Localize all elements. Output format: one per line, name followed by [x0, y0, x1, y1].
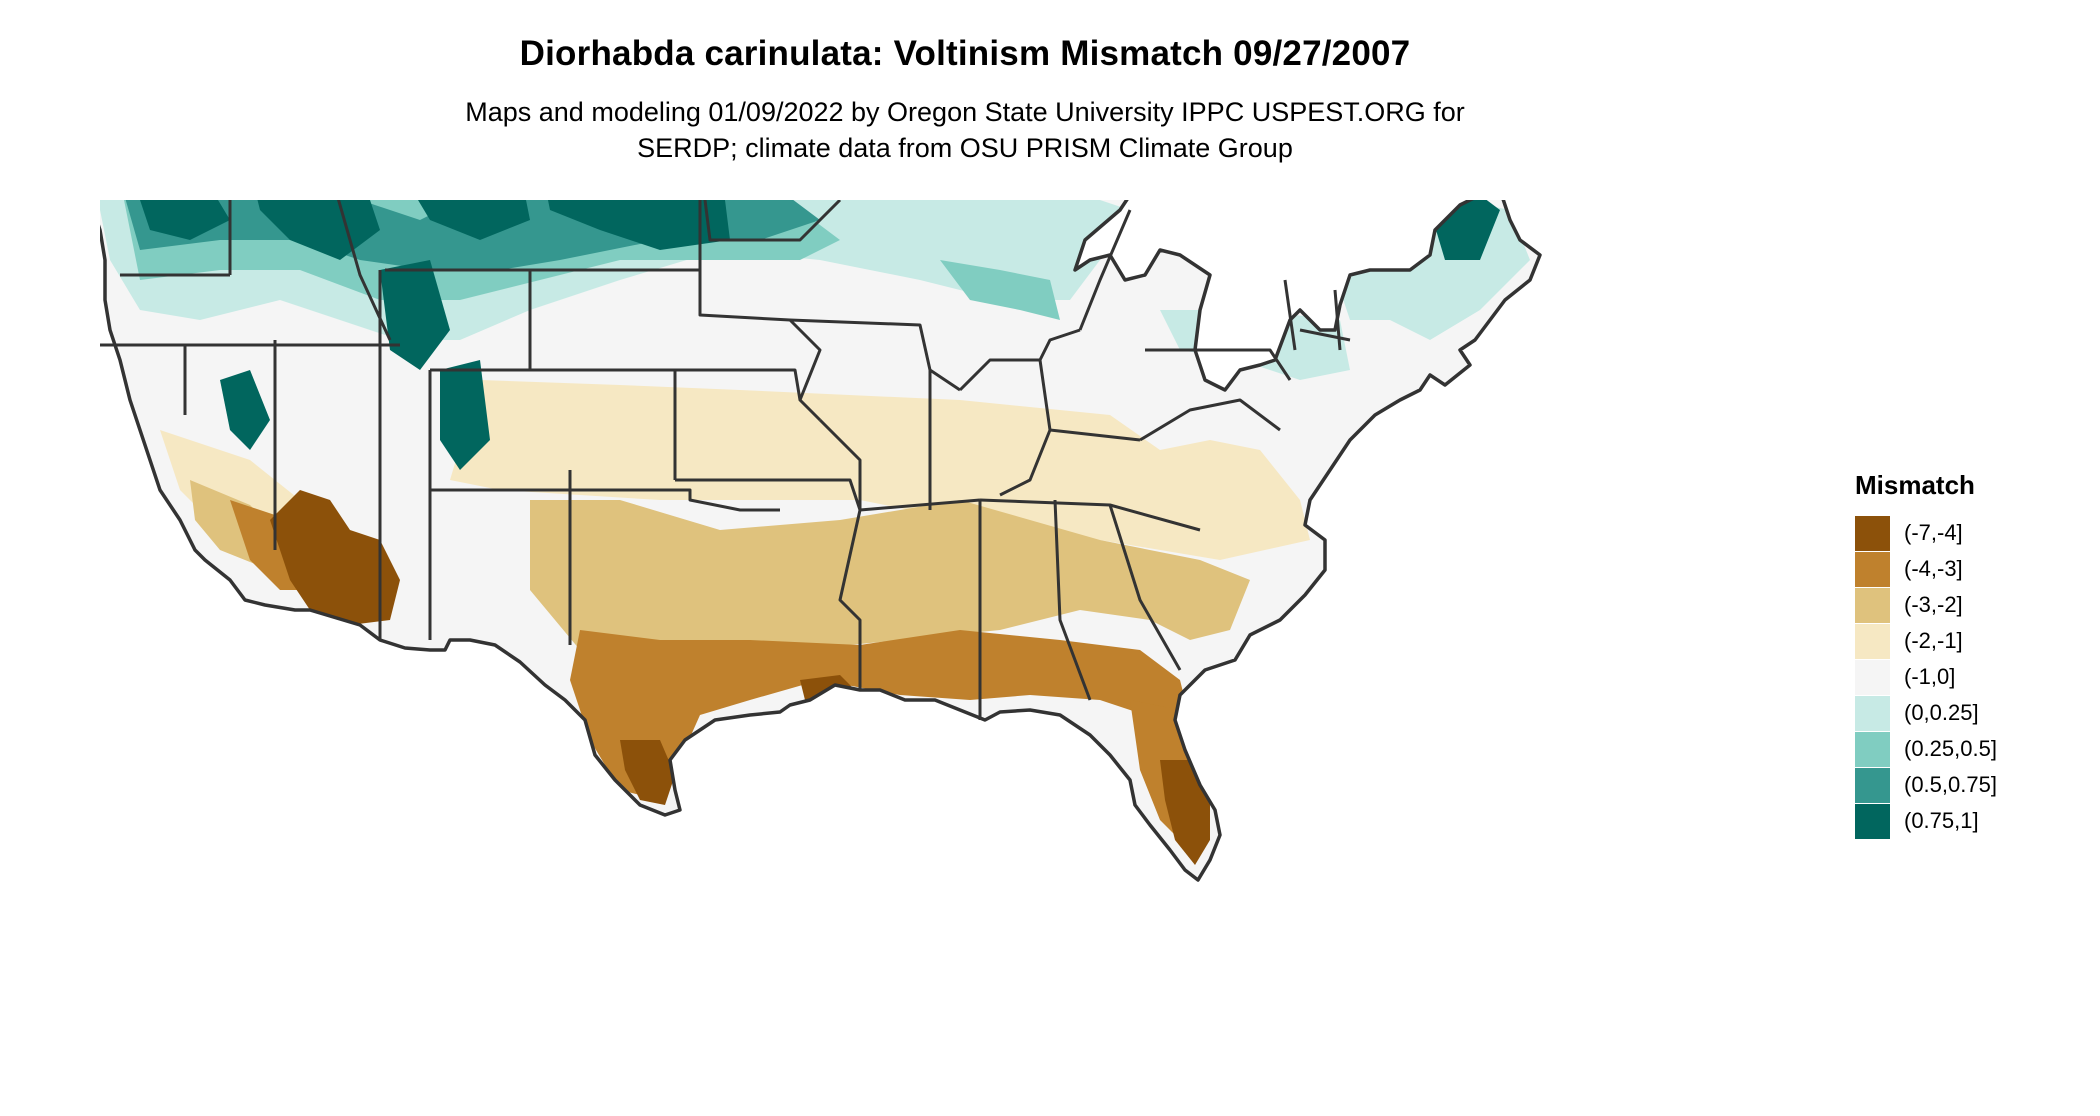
state-boundary-line	[1053, 499, 1092, 701]
legend-swatch	[1855, 587, 1890, 623]
state-boundary-line	[337, 200, 392, 341]
legend-item: (0.5,0.75]	[1855, 767, 2075, 803]
state-boundary-line	[1078, 209, 1132, 331]
state-boundary-line	[703, 200, 842, 242]
mismatch-region	[400, 200, 530, 240]
subtitle-line-1: Maps and modeling 01/09/2022 by Oregon S…	[465, 97, 1465, 127]
mismatch-region	[270, 490, 400, 625]
state-boundary-line	[1139, 398, 1281, 442]
legend-items: (-7,-4] (-4,-3] (-3,-2] (-2,-1] (-1,0] (0,0.2…	[1855, 515, 2075, 839]
legend-swatch	[1855, 731, 1890, 767]
state-boundary-line	[859, 498, 981, 512]
mismatch-region	[380, 260, 450, 370]
state-boundary-line	[1145, 348, 1292, 381]
state-boundary-line	[100, 200, 1542, 882]
legend-label: (0.75,1]	[1904, 808, 1979, 833]
legend-item: (-2,-1]	[1855, 623, 2075, 659]
state-boundary-line	[570, 488, 780, 512]
legend-item: (-3,-2]	[1855, 587, 2075, 623]
state-boundary-line	[789, 318, 961, 392]
legend-label: (-2,-1]	[1904, 628, 1963, 653]
mismatch-region	[1160, 760, 1210, 865]
legend-item: (-4,-3]	[1855, 551, 2075, 587]
legend-item: (0.25,0.5]	[1855, 731, 2075, 767]
legend-swatch	[1855, 695, 1890, 731]
mismatch-region	[570, 630, 1190, 800]
mismatch-region	[250, 200, 380, 260]
state-boundary-line	[999, 359, 1052, 497]
state-boundary-line	[675, 368, 822, 422]
mismatch-region	[620, 740, 675, 805]
legend-swatch	[1855, 659, 1890, 695]
state-boundary-line	[385, 268, 532, 372]
map-subtitle: Maps and modeling 01/09/2022 by Oregon S…	[0, 94, 1930, 166]
legend-label: (-7,-4]	[1904, 520, 1963, 545]
state-boundary-line	[818, 418, 862, 690]
legend: Mismatch (-7,-4] (-4,-3] (-3,-2] (-2,-1] (-1…	[1855, 470, 2075, 839]
legend-swatch	[1855, 551, 1890, 587]
legend-label: (0,0.25]	[1904, 700, 1979, 725]
legend-label: (-1,0]	[1904, 664, 1956, 689]
mismatch-fill-layer	[100, 200, 1540, 880]
subtitle-line-2: SERDP; climate data from OSU PRISM Clima…	[637, 133, 1293, 163]
mismatch-region	[130, 200, 230, 240]
state-boundary-line	[1333, 289, 1342, 351]
legend-swatch	[1855, 515, 1890, 551]
mismatch-region	[450, 380, 1310, 560]
legend-swatch	[1855, 767, 1890, 803]
map-title: Diorhabda carinulata: Voltinism Mismatch…	[519, 34, 1411, 73]
mismatch-region	[1260, 270, 1300, 315]
state-boundary-line	[428, 370, 572, 492]
state-boundary-line	[1108, 504, 1182, 671]
mismatch-region	[1330, 200, 1530, 340]
legend-title: Mismatch	[1855, 470, 1975, 500]
legend-label: (-4,-3]	[1904, 556, 1963, 581]
state-boundary-line	[1299, 328, 1351, 342]
legend-label: (0.25,0.5]	[1904, 736, 1997, 761]
legend-item: (-7,-4]	[1855, 515, 2075, 551]
mismatch-region	[440, 360, 490, 470]
us-mismatch-map	[100, 200, 1542, 882]
mismatch-region	[220, 370, 270, 450]
legend-item: (0.75,1]	[1855, 803, 2075, 839]
legend-item: (-1,0]	[1855, 659, 2075, 695]
legend-label: (0.5,0.75]	[1904, 772, 1997, 797]
state-boundary-line	[1283, 279, 1297, 351]
state-boundaries	[100, 200, 1542, 882]
legend-swatch	[1855, 623, 1890, 659]
mismatch-region	[940, 260, 1060, 320]
state-boundary-line	[675, 478, 862, 511]
state-boundary-line	[1049, 428, 1141, 442]
legend-label: (-3,-2]	[1904, 592, 1963, 617]
legend-item: (0,0.25]	[1855, 695, 2075, 731]
legend-swatch	[1855, 803, 1890, 839]
mismatch-region	[540, 200, 730, 250]
